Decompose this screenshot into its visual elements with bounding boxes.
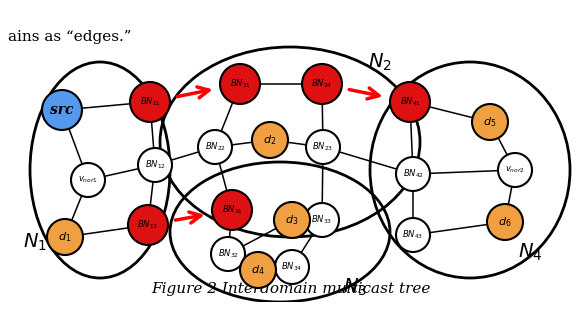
- Circle shape: [130, 82, 170, 122]
- Text: $d_{6}$: $d_{6}$: [498, 215, 512, 229]
- Circle shape: [211, 237, 245, 271]
- Text: $BN_{{23}}$: $BN_{{23}}$: [313, 141, 333, 153]
- Text: $d_{2}$: $d_{2}$: [264, 133, 276, 147]
- Circle shape: [390, 82, 430, 122]
- Circle shape: [396, 157, 430, 191]
- Text: $d_{3}$: $d_{3}$: [285, 213, 299, 227]
- Text: $BN_{{21}}$: $BN_{{21}}$: [229, 78, 250, 90]
- Text: $BN_{{33}}$: $BN_{{33}}$: [311, 214, 332, 226]
- Circle shape: [498, 153, 532, 187]
- Circle shape: [275, 250, 309, 284]
- Text: $v_{{nor1}}$: $v_{{nor1}}$: [78, 175, 98, 185]
- Text: $BN_{{34}}$: $BN_{{34}}$: [282, 261, 303, 273]
- Circle shape: [220, 64, 260, 104]
- Circle shape: [240, 252, 276, 288]
- Text: $d_{4}$: $d_{4}$: [251, 263, 265, 277]
- Text: $BN_{{32}}$: $BN_{{32}}$: [218, 248, 239, 260]
- Circle shape: [42, 90, 82, 130]
- Text: $N_{1}$: $N_{1}$: [23, 231, 47, 253]
- Circle shape: [487, 204, 523, 240]
- Circle shape: [305, 203, 339, 237]
- Text: $v_{{nor2}}$: $v_{{nor2}}$: [505, 165, 525, 175]
- Circle shape: [71, 163, 105, 197]
- Text: $BN_{{11}}$: $BN_{{11}}$: [140, 96, 161, 108]
- Circle shape: [472, 104, 508, 140]
- Circle shape: [274, 202, 310, 238]
- Circle shape: [302, 64, 342, 104]
- Circle shape: [47, 219, 83, 255]
- Text: $BN_{{43}}$: $BN_{{43}}$: [403, 229, 424, 241]
- Text: $BN_{{12}}$: $BN_{{12}}$: [144, 159, 165, 171]
- Text: $N_{3}$: $N_{3}$: [343, 276, 367, 298]
- Text: src: src: [50, 103, 74, 117]
- Text: $BN_{{22}}$: $BN_{{22}}$: [204, 141, 225, 153]
- Text: $N_{4}$: $N_{4}$: [518, 241, 542, 263]
- Circle shape: [128, 205, 168, 245]
- Circle shape: [252, 122, 288, 158]
- Text: ains as “edges.”: ains as “edges.”: [8, 30, 132, 44]
- Circle shape: [212, 190, 252, 230]
- Circle shape: [306, 130, 340, 164]
- Text: $BN_{{24}}$: $BN_{{24}}$: [311, 78, 332, 90]
- Text: Figure 2 Interdomain multicast tree: Figure 2 Interdomain multicast tree: [151, 282, 431, 296]
- Text: $BN_{{42}}$: $BN_{{42}}$: [403, 168, 424, 180]
- Text: $BN_{{31}}$: $BN_{{31}}$: [222, 204, 243, 216]
- Text: $d_{1}$: $d_{1}$: [58, 230, 72, 244]
- Circle shape: [396, 218, 430, 252]
- Circle shape: [198, 130, 232, 164]
- Circle shape: [138, 148, 172, 182]
- Text: $BN_{{41}}$: $BN_{{41}}$: [400, 96, 420, 108]
- Text: $N_{2}$: $N_{2}$: [368, 51, 392, 73]
- Text: $d_{5}$: $d_{5}$: [483, 115, 496, 129]
- Text: $BN_{{13}}$: $BN_{{13}}$: [137, 219, 158, 231]
